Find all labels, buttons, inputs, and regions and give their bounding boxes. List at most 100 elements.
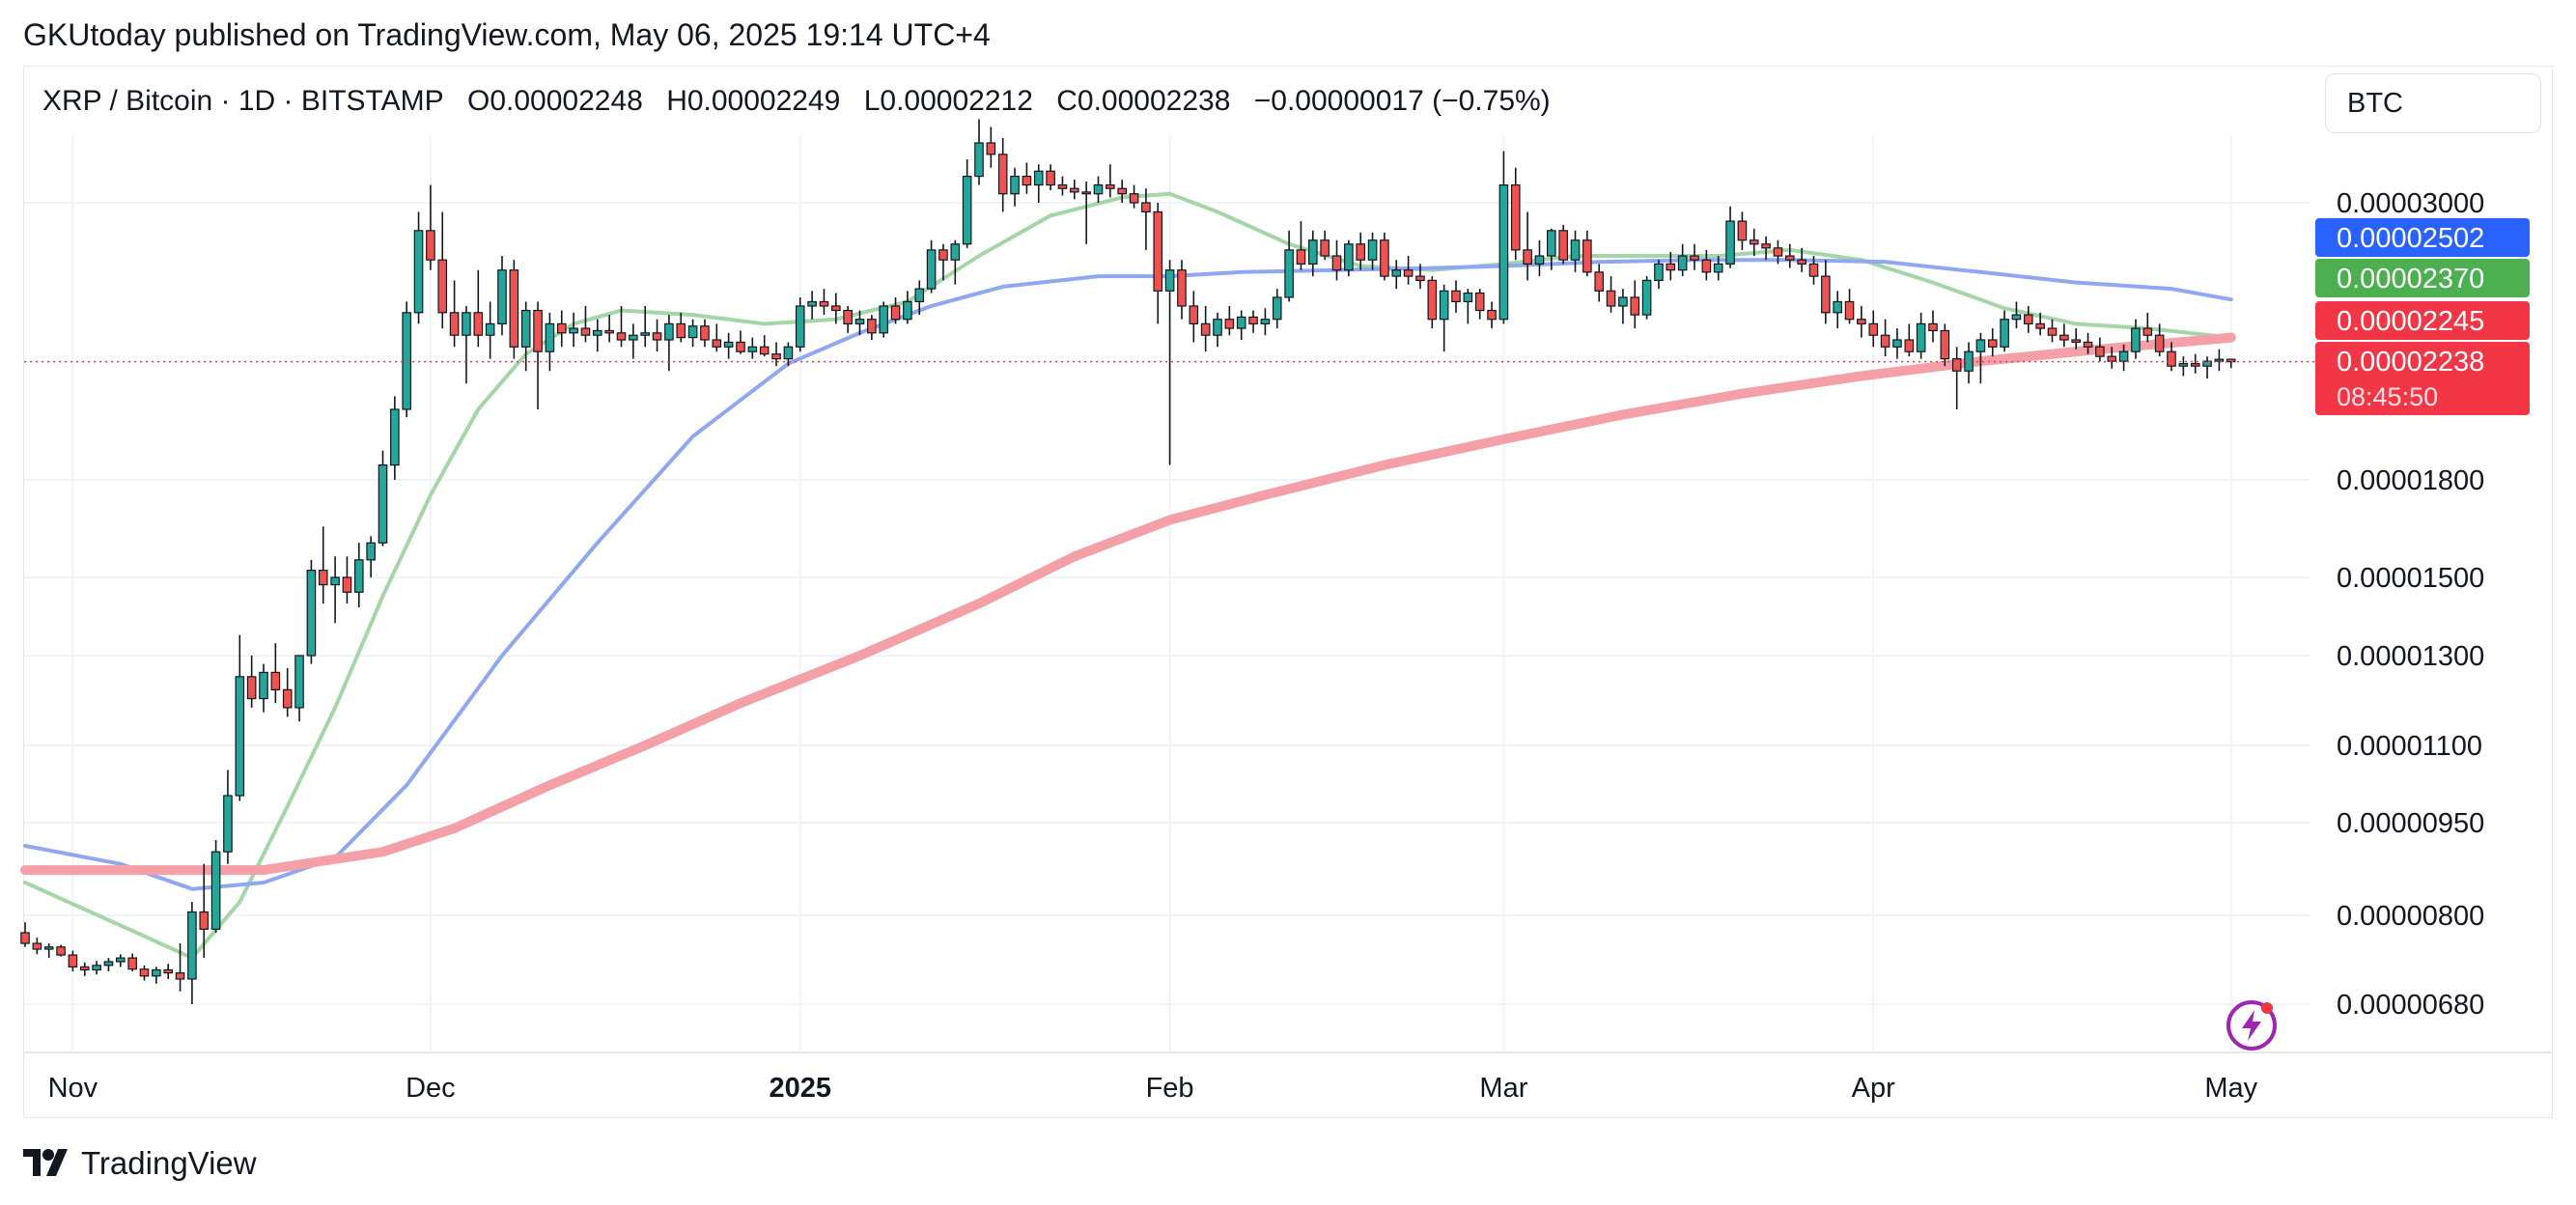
y-tick-label: 0.00001300: [2337, 641, 2484, 672]
candle-body: [1474, 292, 1485, 312]
candle-body: [545, 322, 555, 352]
candle-body: [1749, 239, 1759, 245]
candle-body: [914, 288, 925, 303]
candle-body: [879, 305, 888, 334]
candle-body: [1534, 255, 1545, 265]
candle-body: [2202, 360, 2212, 367]
candle-body: [1761, 243, 1771, 249]
candle-body: [259, 671, 268, 700]
candle-body: [640, 332, 650, 336]
candle-body: [950, 243, 961, 261]
candle-body: [1057, 183, 1068, 189]
candle-body: [1189, 305, 1199, 324]
x-tick-label: Dec: [406, 1073, 456, 1104]
candle-body: [282, 688, 293, 709]
tradingview-logo-icon: [23, 1149, 68, 1176]
candle-body: [903, 300, 912, 321]
candle-body: [1701, 259, 1712, 273]
price-badge-value: 0.00002370: [2337, 264, 2484, 294]
candle-body: [1451, 290, 1461, 303]
candle-body: [354, 559, 364, 593]
candle-body: [1713, 263, 1723, 273]
candle-body: [1784, 255, 1795, 261]
candle-body: [2178, 363, 2189, 367]
candle-body: [819, 300, 829, 307]
chart-frame: [23, 66, 2553, 1118]
candle-body: [1010, 175, 1020, 195]
legend-high: H0.00002249: [666, 85, 841, 117]
candle-body: [1296, 249, 1306, 265]
candle-body: [1570, 239, 1581, 261]
candle-body: [629, 334, 638, 341]
candle-body: [2167, 350, 2176, 367]
candle-body: [736, 341, 745, 352]
x-tick-label: 2025: [769, 1073, 831, 1104]
x-tick-label: Apr: [1852, 1073, 1895, 1104]
candle-body: [497, 269, 507, 324]
candle-body: [68, 954, 78, 967]
candle-body: [1558, 230, 1568, 261]
candle-body: [1690, 255, 1699, 261]
candle-body: [1046, 170, 1055, 186]
legend-change: −0.00000017 (−0.75%): [1253, 85, 1551, 117]
candle-body: [747, 346, 758, 352]
candle-body: [1654, 263, 1664, 281]
candle-body: [437, 259, 448, 314]
candle-body: [306, 570, 317, 657]
ma-line-sma-fast: [23, 191, 2233, 961]
candle-body: [413, 230, 424, 314]
candle-body: [1260, 319, 1271, 324]
price-badge-countdown: 08:45:50: [2337, 382, 2438, 411]
candle-body: [235, 676, 245, 797]
candle-body: [43, 946, 54, 950]
candle-body: [830, 305, 841, 312]
candle-body: [1677, 255, 1688, 271]
candle-body: [1463, 292, 1473, 303]
candle-body: [1164, 269, 1175, 292]
candle-body: [1975, 339, 1986, 352]
candle-body: [1618, 296, 1628, 307]
candle-body: [1141, 202, 1151, 213]
candle-body: [1892, 339, 1902, 348]
legend-symbol[interactable]: XRP / Bitcoin · 1D · BITSTAMP: [42, 85, 444, 117]
candle-body: [1213, 319, 1222, 336]
y-tick-label: 0.00000950: [2337, 808, 2484, 839]
currency-selector[interactable]: BTC: [2325, 73, 2541, 133]
candle-body: [1022, 175, 1032, 186]
candle-body: [1868, 322, 1879, 336]
candle-body: [771, 353, 781, 360]
candle-body: [854, 319, 865, 324]
candle-body: [485, 322, 495, 336]
candle-body: [533, 309, 543, 352]
candle-body: [1951, 358, 1962, 372]
candle-body: [1153, 210, 1163, 292]
candle-body: [1510, 183, 1521, 251]
candle-body: [2118, 350, 2129, 362]
y-tick-label: 0.00001500: [2337, 563, 2484, 594]
candle-body: [1737, 220, 1748, 241]
candle-body: [890, 305, 901, 321]
candle-body: [1427, 279, 1438, 321]
candle-body: [199, 911, 210, 930]
candle-body: [330, 576, 340, 586]
y-tick-label: 0.00001100: [2337, 731, 2482, 762]
candle-body: [1367, 239, 1378, 261]
candle-body: [56, 946, 66, 956]
bolt-badge[interactable]: [2221, 995, 2282, 1061]
candle-body: [687, 325, 698, 339]
candle-body: [1928, 322, 1938, 332]
candle-body: [974, 142, 984, 178]
candle-body: [2011, 314, 2022, 321]
candle-body: [210, 851, 221, 930]
tradingview-logo[interactable]: TradingView: [23, 1145, 257, 1182]
candle-body: [449, 312, 460, 336]
candle-body: [1821, 275, 1831, 314]
candle-body: [652, 332, 662, 341]
symbol-legend: XRP / Bitcoin · 1D · BITSTAMP O0.0000224…: [42, 85, 1566, 118]
candle-body: [1117, 187, 1127, 195]
price-badge: [2315, 342, 2530, 415]
candle-body: [1331, 255, 1342, 271]
candle-body: [1666, 263, 1676, 271]
candle-body: [1808, 263, 1819, 277]
